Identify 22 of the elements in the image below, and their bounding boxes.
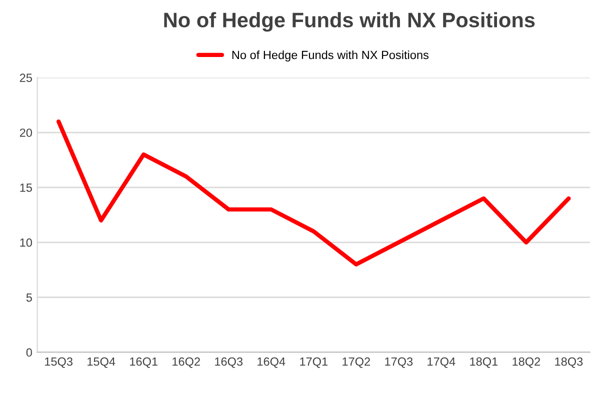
x-tick-label: 15Q4 xyxy=(88,357,116,368)
x-tick-label: 18Q3 xyxy=(555,357,583,368)
y-tick-label: 15 xyxy=(20,184,32,192)
x-tick-label: 16Q2 xyxy=(172,357,200,368)
y-tick-label: 25 xyxy=(20,74,32,82)
x-tick-label: 18Q2 xyxy=(512,357,540,368)
x-tick-label: 17Q1 xyxy=(300,357,328,368)
x-tick-label: 15Q3 xyxy=(45,357,72,368)
y-tick-label: 10 xyxy=(20,238,32,247)
y-tick-label: 5 xyxy=(26,293,32,302)
x-tick-label: 17Q4 xyxy=(428,357,456,368)
line-series xyxy=(56,119,571,266)
x-tick-label: 16Q3 xyxy=(215,357,243,368)
y-tick-label: 0 xyxy=(26,348,32,357)
x-tick-label: 17Q3 xyxy=(385,357,413,368)
x-tick-label: 16Q4 xyxy=(258,357,286,368)
y-tick-label: 20 xyxy=(20,128,32,137)
x-tick-label: 16Q1 xyxy=(130,357,158,368)
chart-title: No of Hedge Funds with NX Positions xyxy=(164,12,535,32)
x-tick-label: 18Q1 xyxy=(470,357,498,368)
legend-label: No of Hedge Funds with NX Positions xyxy=(232,50,429,62)
x-tick-label: 17Q2 xyxy=(342,357,370,368)
